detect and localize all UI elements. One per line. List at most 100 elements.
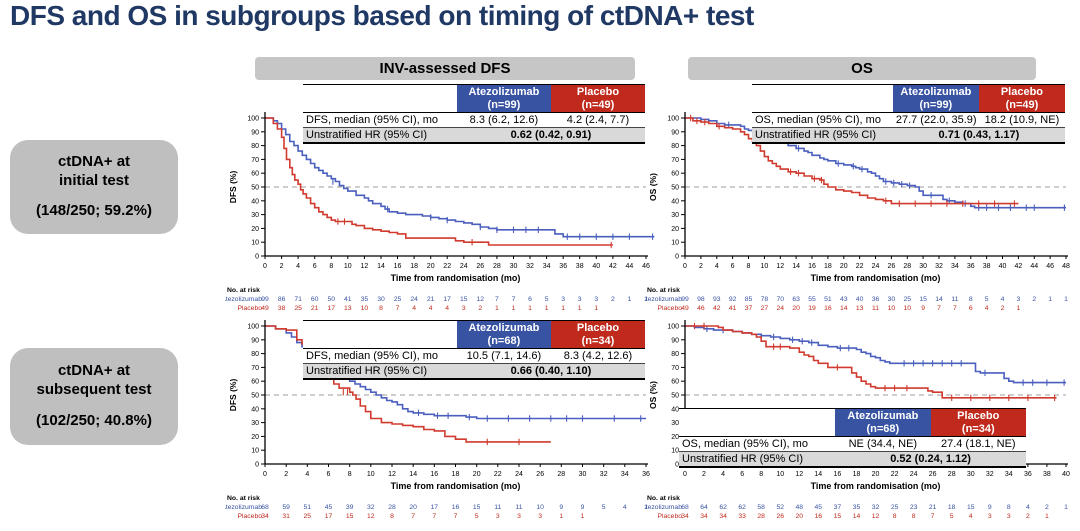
svg-text:4: 4 — [445, 305, 449, 312]
svg-text:8: 8 — [969, 296, 973, 303]
svg-text:4: 4 — [429, 305, 433, 312]
svg-text:16: 16 — [824, 305, 832, 312]
placebo-column-header: Placebo (n=49) — [978, 85, 1065, 112]
stats-header-spacer — [679, 409, 836, 436]
hr-value: 0.66 (0.40, 1.10) — [510, 365, 592, 377]
svg-text:Atezolizumab: Atezolizumab — [645, 296, 682, 303]
svg-text:10: 10 — [367, 471, 375, 478]
svg-text:40: 40 — [999, 263, 1007, 270]
svg-text:70: 70 — [251, 157, 259, 164]
svg-text:46: 46 — [642, 263, 650, 270]
svg-text:13: 13 — [856, 305, 864, 312]
svg-text:35: 35 — [853, 504, 861, 511]
median-label: OS, median (95% CI), mo — [679, 437, 836, 451]
svg-text:22: 22 — [891, 471, 899, 478]
svg-text:4: 4 — [623, 504, 627, 511]
svg-text:78: 78 — [761, 296, 769, 303]
svg-text:7: 7 — [411, 513, 415, 520]
svg-text:20: 20 — [796, 513, 804, 520]
svg-text:34: 34 — [621, 471, 629, 478]
svg-text:6: 6 — [528, 296, 532, 303]
svg-text:20: 20 — [251, 226, 259, 233]
svg-text:24: 24 — [872, 263, 880, 270]
svg-text:0: 0 — [263, 263, 267, 270]
placebo-column-header: Placebo (n=34) — [930, 409, 1026, 436]
svg-text:11: 11 — [515, 504, 522, 511]
svg-text:36: 36 — [1024, 471, 1032, 478]
svg-text:26: 26 — [888, 263, 896, 270]
svg-text:5: 5 — [475, 513, 479, 520]
svg-text:3: 3 — [517, 513, 521, 520]
svg-text:3: 3 — [1007, 513, 1011, 520]
svg-text:7: 7 — [512, 296, 516, 303]
svg-text:12: 12 — [795, 471, 803, 478]
svg-text:Time from randomisation (mo): Time from randomisation (mo) — [391, 273, 521, 283]
svg-text:38: 38 — [576, 263, 584, 270]
svg-text:70: 70 — [777, 296, 785, 303]
median-label: OS, median (95% CI), mo — [752, 113, 893, 127]
svg-text:16: 16 — [452, 504, 460, 511]
svg-text:26: 26 — [536, 471, 544, 478]
svg-text:1: 1 — [644, 504, 648, 511]
svg-text:45: 45 — [815, 504, 823, 511]
svg-text:80: 80 — [671, 351, 679, 358]
svg-text:8: 8 — [1007, 504, 1011, 511]
svg-text:25: 25 — [891, 504, 899, 511]
svg-text:1: 1 — [1048, 296, 1052, 303]
median-placebo: 8.3 (4.2, 12.6) — [550, 349, 645, 363]
svg-text:11: 11 — [951, 296, 958, 303]
svg-text:25: 25 — [304, 513, 312, 520]
group-label-line1: ctDNA+ at — [57, 152, 131, 170]
svg-text:8: 8 — [759, 471, 763, 478]
stats-header-row: Atezolizumab (n=68) Placebo (n=34) — [679, 409, 1026, 437]
km-curve-placebo — [685, 325, 1057, 399]
svg-text:1: 1 — [561, 305, 565, 312]
svg-text:4: 4 — [969, 513, 973, 520]
km-curve-atezolizumab — [685, 325, 1066, 384]
svg-text:14: 14 — [814, 471, 822, 478]
svg-text:40: 40 — [251, 406, 259, 413]
svg-text:60: 60 — [671, 171, 679, 178]
svg-text:23: 23 — [910, 504, 918, 511]
hazard-ratio-row: Unstratified HR (95% CI) 0.52 (0.24, 1.1… — [679, 452, 1026, 466]
km-plot-host-dfs-subsequent-test: 0 10 20 30 40 50 60 70 80 90 100 DFS (%) 0 2 4 6 8 10 12 14… — [221, 316, 660, 531]
svg-text:7: 7 — [495, 296, 499, 303]
svg-text:60: 60 — [671, 379, 679, 386]
stats-table: Atezolizumab (n=68) Placebo (n=34) OS, med… — [679, 408, 1026, 468]
svg-text:32: 32 — [935, 263, 943, 270]
svg-text:25: 25 — [294, 305, 302, 312]
svg-text:1: 1 — [1064, 296, 1068, 303]
svg-text:10: 10 — [671, 448, 679, 455]
svg-text:0: 0 — [263, 471, 267, 478]
stats-header-spacer — [303, 85, 457, 112]
svg-text:60: 60 — [251, 379, 259, 386]
svg-text:7: 7 — [953, 305, 957, 312]
svg-text:38: 38 — [1043, 471, 1051, 478]
svg-text:12: 12 — [872, 513, 880, 520]
svg-text:18: 18 — [824, 263, 832, 270]
svg-text:10: 10 — [776, 471, 784, 478]
svg-text:9: 9 — [559, 504, 563, 511]
svg-text:98: 98 — [697, 296, 705, 303]
svg-text:18: 18 — [452, 471, 460, 478]
svg-text:17: 17 — [328, 305, 336, 312]
svg-text:3: 3 — [462, 305, 466, 312]
svg-text:28: 28 — [903, 263, 911, 270]
svg-text:86: 86 — [278, 296, 286, 303]
svg-text:15: 15 — [460, 296, 468, 303]
svg-text:64: 64 — [700, 504, 708, 511]
svg-text:34: 34 — [951, 263, 959, 270]
svg-text:3: 3 — [988, 513, 992, 520]
median-row: DFS, median (95% CI), mo 8.3 (6.2, 12.6)… — [303, 113, 645, 128]
group-label-subsequent-test: ctDNA+ at subsequent test (102/250; 40.8… — [10, 348, 178, 445]
svg-text:36: 36 — [872, 296, 880, 303]
page-title: DFS and OS in subgroups based on timing … — [10, 0, 754, 31]
svg-text:16: 16 — [808, 263, 816, 270]
group-label-line2: subsequent test — [36, 381, 152, 399]
svg-text:34: 34 — [681, 513, 689, 520]
svg-text:80: 80 — [251, 143, 259, 150]
svg-text:0: 0 — [675, 462, 679, 469]
svg-text:59: 59 — [282, 504, 290, 511]
svg-text:19: 19 — [808, 305, 816, 312]
